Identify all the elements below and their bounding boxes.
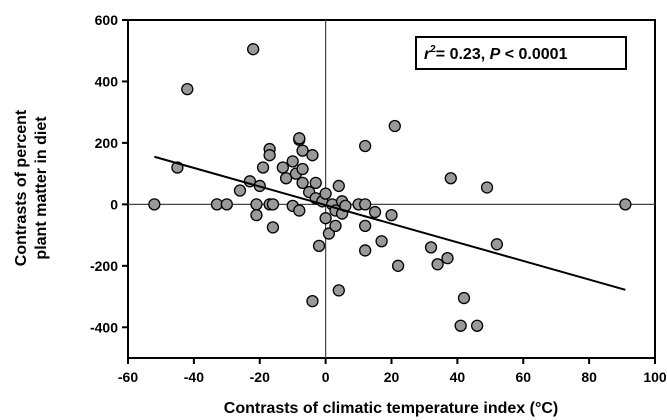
data-point [358, 219, 372, 233]
data-point [329, 219, 342, 233]
data-point [441, 251, 454, 265]
data-points [148, 43, 632, 332]
data-point [332, 179, 345, 193]
x-axis-title: Contrasts of climatic temperature index … [224, 400, 558, 417]
data-point [457, 291, 471, 305]
p-value: < 0.0001 [500, 46, 567, 63]
y-axis-ticks: -400 -200 0 200 400 600 [90, 12, 128, 335]
x-tick-label: -60 [118, 369, 138, 385]
regression-line [154, 155, 626, 291]
data-point [332, 284, 345, 297]
data-point [286, 155, 299, 168]
x-tick-label: 80 [581, 369, 597, 385]
x-tick-label: 0 [322, 369, 330, 385]
data-point [293, 204, 306, 217]
data-point [454, 319, 467, 332]
data-point [181, 82, 194, 96]
data-point [309, 176, 322, 190]
data-point [431, 258, 444, 271]
data-point [266, 221, 280, 234]
data-point [470, 319, 484, 332]
y-axis-title-line-2: plant matter in diet [33, 116, 50, 260]
data-point [306, 149, 319, 162]
data-point [619, 198, 632, 211]
r-symbol: r [424, 46, 431, 63]
x-axis-ticks: -60 -40 -20 0 20 40 60 80 100 [118, 358, 667, 385]
data-point [480, 181, 494, 194]
data-point [276, 161, 289, 174]
data-point [220, 198, 233, 211]
data-point [250, 208, 263, 222]
data-point [358, 139, 372, 153]
data-point [296, 162, 309, 176]
data-point [368, 205, 382, 219]
x-tick-label: 60 [515, 369, 531, 385]
data-point [250, 198, 263, 211]
y-tick-label: -400 [90, 319, 118, 335]
data-point [444, 172, 457, 185]
data-point [358, 198, 372, 211]
y-tick-label: 0 [110, 196, 118, 212]
data-point [375, 235, 388, 248]
data-point [385, 208, 398, 222]
p-symbol: P [490, 46, 501, 63]
data-point [312, 239, 326, 252]
data-point [319, 212, 332, 225]
y-tick-label: 400 [95, 73, 119, 89]
stats-annotation: r2= 0.23, P < 0.0001 [424, 44, 568, 63]
data-point [319, 187, 332, 200]
y-axis-title-line-1: Contrasts of percent [13, 109, 30, 266]
data-point [296, 176, 309, 190]
data-point [256, 161, 270, 174]
data-point [424, 241, 438, 254]
x-tick-label: 20 [384, 369, 400, 385]
data-point [306, 295, 319, 308]
x-tick-label: 40 [450, 369, 466, 385]
data-point [266, 198, 280, 211]
data-point [263, 149, 276, 162]
y-tick-label: 600 [95, 12, 119, 28]
data-point [490, 238, 504, 251]
r2-value: = 0.23, [436, 46, 490, 63]
data-point [391, 259, 405, 272]
data-point [233, 184, 247, 197]
data-point [293, 132, 306, 145]
data-point [388, 119, 401, 133]
data-point [358, 244, 372, 257]
data-point [296, 144, 309, 157]
data-point [148, 198, 161, 211]
stats-box [415, 36, 627, 70]
y-tick-label: 200 [95, 135, 119, 151]
data-point [279, 172, 293, 185]
x-tick-label: -20 [250, 369, 270, 385]
y-tick-label: -200 [90, 258, 118, 274]
data-point [322, 227, 336, 240]
r-superscript: 2 [430, 44, 436, 55]
plot-frame [127, 19, 656, 359]
data-point [247, 43, 260, 56]
x-tick-label: 100 [643, 369, 667, 385]
x-tick-label: -40 [184, 369, 204, 385]
